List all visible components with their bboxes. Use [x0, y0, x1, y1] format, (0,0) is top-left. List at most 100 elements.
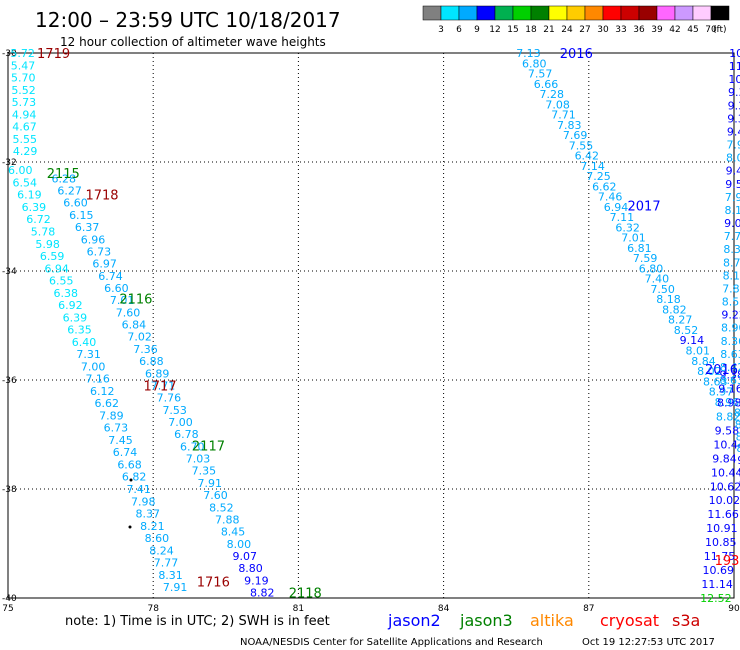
- swh-value: 8.63: [719, 374, 740, 387]
- pass-number: 2116: [119, 292, 152, 307]
- swh-value: 9.37: [728, 86, 740, 99]
- footer-timestamp: Oct 19 12:27:53 UTC 2017: [582, 637, 715, 648]
- legend-label: 30: [597, 25, 609, 35]
- swh-value: 6.94: [44, 262, 69, 275]
- swh-value: 9.05: [724, 217, 740, 230]
- swh-value: 5.55: [13, 133, 37, 146]
- swh-value: 11.66: [707, 508, 739, 521]
- swh-value: 9.34: [727, 112, 740, 125]
- pass-number: 2016: [705, 363, 738, 378]
- swh-value: 6.97: [92, 258, 117, 271]
- swh-value: 11.75: [704, 550, 736, 563]
- swh-value: 9.38: [719, 369, 740, 382]
- legend-label: 27: [579, 25, 590, 35]
- lat-label: -40: [2, 594, 17, 604]
- swh-value: 10.47: [729, 47, 740, 60]
- island-dot: [129, 478, 133, 482]
- swh-value: 7.02: [127, 331, 151, 344]
- swh-value: 7.01: [110, 294, 135, 307]
- swh-value: 8.11: [723, 269, 740, 282]
- legend-label: 3: [438, 25, 444, 35]
- island-dot: [128, 525, 132, 529]
- swh-value: 6.39: [63, 311, 88, 324]
- swh-value: 11.81: [729, 60, 740, 73]
- swh-value: 6.74: [98, 270, 123, 283]
- legend-label: 39: [651, 25, 663, 35]
- legend-swatch: [512, 5, 532, 21]
- lat-label: -36: [2, 376, 17, 386]
- swh-value: 6.35: [67, 324, 92, 337]
- swh-value: 8.84: [691, 355, 716, 368]
- pass-number: 2016: [560, 47, 593, 62]
- swh-value: 6.81: [627, 242, 652, 255]
- swh-value: 4.94: [12, 108, 37, 121]
- legend-swatch: [440, 5, 460, 21]
- legend-swatch: [422, 5, 442, 21]
- lon-label: 90: [728, 604, 740, 614]
- legend-swatch: [494, 5, 514, 21]
- longitude-labels: 75 78 81 84 87 90: [2, 604, 740, 614]
- swh-value: 10.44: [711, 466, 740, 479]
- swh-value: 4.29: [13, 145, 38, 158]
- legend-swatch: [620, 5, 640, 21]
- swh-value: 6.88: [139, 355, 164, 368]
- lon-label: 75: [2, 604, 13, 614]
- title: 12:00 – 23:59 UTC 10/18/2017: [35, 8, 341, 32]
- swh-value: 7.60: [116, 306, 140, 319]
- swh-value: 8.98: [717, 396, 740, 409]
- legend-label: 45: [687, 25, 698, 35]
- swh-value: 10.02: [709, 494, 740, 507]
- lon-label: 81: [293, 604, 304, 614]
- lat-label: -38: [2, 485, 17, 495]
- swh-value: 6.96: [81, 233, 106, 246]
- legend-swatch: [710, 5, 730, 21]
- lon-label: 84: [438, 604, 450, 614]
- latitude-labels: -30 -32 -34 -36 -38 -40: [2, 49, 17, 604]
- swh-value: 8.80: [238, 562, 263, 575]
- swh-value: 7.40: [645, 273, 670, 286]
- swh-value: 7.83: [557, 119, 582, 132]
- swh-value: 7.97: [725, 191, 740, 204]
- swh-value: 6.70: [180, 440, 205, 453]
- lat-lon-grid: [7, 52, 735, 599]
- legend-label: 18: [525, 25, 537, 35]
- legend-swatch: [476, 5, 496, 21]
- swh-value: 10.62: [710, 480, 740, 493]
- swh-value: 10.69: [703, 564, 735, 577]
- swh-value: 6.42: [575, 150, 600, 163]
- swh-value: 6.62: [95, 397, 120, 410]
- subtitle: 12 hour collection of altimeter wave hei…: [60, 35, 326, 49]
- mission-name: altika: [530, 611, 574, 630]
- swh-value: 10.85: [705, 536, 737, 549]
- swh-value: 8.57: [734, 407, 740, 420]
- swh-value: 7.25: [586, 170, 611, 183]
- swh-value: 8.00: [227, 538, 252, 551]
- pass-number: 2118: [289, 587, 322, 602]
- swh-value: 10.44: [713, 438, 740, 451]
- legend-swatch: [674, 5, 694, 21]
- swh-value: 6.28: [52, 172, 76, 185]
- legend-label: 15: [507, 25, 518, 35]
- swh-value: 9.49: [726, 165, 740, 178]
- swh-value: 8.78: [736, 442, 740, 455]
- swh-value: 9.3: [738, 466, 740, 479]
- swh-value: 7.98: [131, 495, 156, 508]
- swh-value: 7.91: [163, 581, 188, 594]
- legend-swatch: [458, 5, 478, 21]
- swh-value: 5.98: [35, 238, 60, 251]
- mission-name: s3a: [672, 611, 700, 630]
- swh-value: 8.01: [726, 152, 740, 165]
- legend-swatch: [548, 5, 568, 21]
- mission-name: cryosat: [600, 611, 659, 630]
- swh-value: 7.76: [157, 392, 182, 405]
- swh-value: 5.72: [10, 47, 34, 60]
- swh-value: 8.24: [149, 544, 174, 557]
- legend-swatch: [566, 5, 586, 21]
- swh-value: 7.88: [215, 513, 240, 526]
- swh-value: 7.72: [724, 230, 740, 243]
- swh-value: 6.73: [104, 422, 129, 435]
- swh-value: 8.52: [674, 324, 699, 337]
- swh-value: 6.80: [639, 262, 664, 275]
- pass-number: 1719: [37, 47, 70, 62]
- swh-value: 7.35: [192, 465, 217, 478]
